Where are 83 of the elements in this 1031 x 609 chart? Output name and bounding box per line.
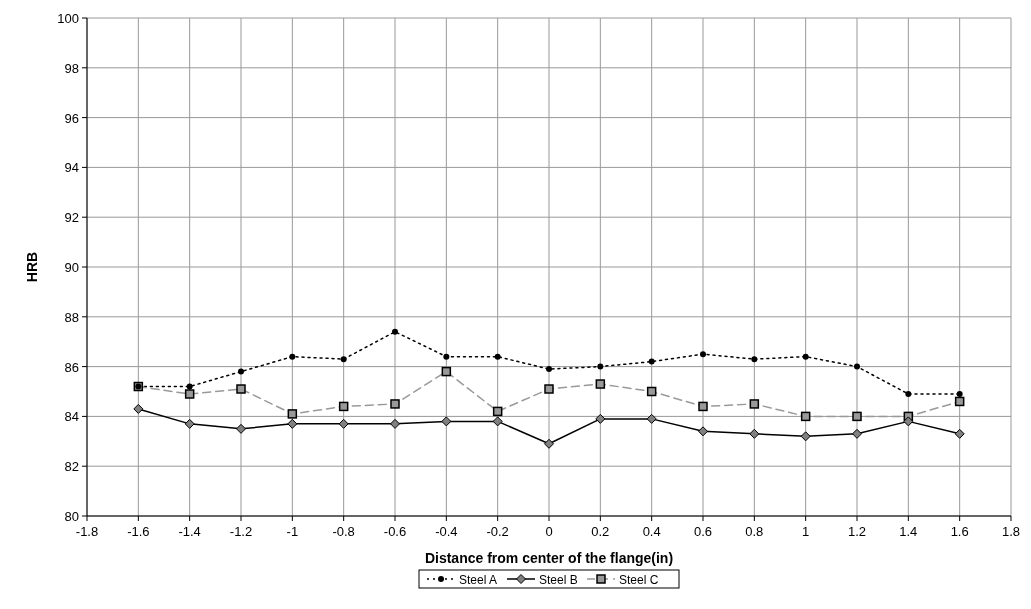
point [287, 418, 298, 429]
point [597, 363, 604, 370]
point [184, 389, 195, 399]
x-tick-label: -1 [286, 524, 299, 539]
point [954, 396, 965, 407]
point [905, 390, 912, 397]
point [492, 416, 503, 427]
point [238, 368, 244, 375]
x-tick-label: 1.8 [1001, 524, 1021, 539]
point [544, 438, 554, 449]
point [700, 351, 706, 358]
point [751, 356, 758, 363]
point [595, 413, 606, 424]
x-tick-label: 0.6 [693, 524, 713, 539]
point [749, 399, 760, 409]
point [184, 418, 195, 429]
x-tick-label: -0.6 [383, 524, 407, 539]
x-tick-label: 0.2 [591, 524, 610, 539]
x-tick-label: -0.8 [332, 524, 355, 539]
point [954, 428, 965, 439]
point [646, 413, 657, 424]
y-tick-label: 94 [64, 160, 79, 176]
x-tick-label: -1.6 [127, 524, 150, 539]
y-axis-title: HRB [24, 251, 40, 283]
point [441, 416, 452, 427]
x-tick-label: 1 [802, 524, 810, 539]
y-tick-label: 88 [64, 309, 79, 325]
y-tick-label: 84 [64, 409, 79, 425]
x-tick-label: -0.4 [435, 524, 458, 539]
point [852, 428, 862, 439]
x-tick-label: 1.6 [950, 524, 969, 539]
x-tick-label: 1.4 [899, 524, 918, 539]
y-tick-label: 82 [64, 459, 79, 475]
point [443, 353, 450, 360]
legend-label: Steel A [459, 572, 498, 587]
point [494, 353, 501, 360]
point [133, 403, 144, 414]
x-tick-label: -0.2 [486, 524, 509, 539]
point [289, 353, 296, 360]
point [698, 426, 708, 437]
point [441, 366, 452, 377]
legend-label: Steel B [539, 572, 578, 587]
point [956, 390, 963, 397]
point [492, 406, 503, 417]
y-tick-label: 96 [64, 110, 79, 126]
x-tick-label: 0 [545, 524, 553, 539]
y-tick-label: 90 [64, 260, 79, 275]
point [648, 358, 655, 365]
point [749, 428, 760, 439]
point [340, 356, 347, 363]
y-tick-label: 92 [64, 210, 79, 226]
point [236, 384, 246, 394]
point [852, 411, 862, 422]
y-tick-label: 86 [64, 359, 79, 375]
point [186, 383, 193, 390]
point [800, 431, 811, 442]
point [338, 418, 349, 429]
point [800, 411, 811, 422]
x-tick-label: 0.8 [745, 524, 764, 539]
y-tick-label: 80 [64, 509, 79, 524]
x-axis-title: Distance from center of the flange(in) [424, 550, 674, 566]
point [287, 409, 298, 419]
point [903, 416, 914, 427]
point [544, 384, 554, 394]
y-tick-label: 100 [57, 11, 79, 26]
point [392, 328, 398, 335]
point [390, 418, 400, 429]
point [854, 363, 860, 370]
point [646, 386, 657, 397]
point [698, 401, 708, 412]
point [595, 379, 606, 389]
x-tick-label: 1.2 [847, 524, 867, 539]
point [338, 401, 349, 412]
x-tick-label: 0.4 [642, 524, 661, 539]
x-tick-label: -1.8 [75, 524, 99, 539]
x-tick-label: -1.4 [178, 524, 201, 539]
point [390, 399, 400, 409]
point [802, 353, 809, 360]
point [236, 423, 246, 434]
y-tick-label: 98 [64, 60, 79, 76]
x-tick-label: -1.2 [229, 524, 253, 539]
legend-label: Steel C [619, 572, 659, 587]
point [546, 366, 552, 373]
